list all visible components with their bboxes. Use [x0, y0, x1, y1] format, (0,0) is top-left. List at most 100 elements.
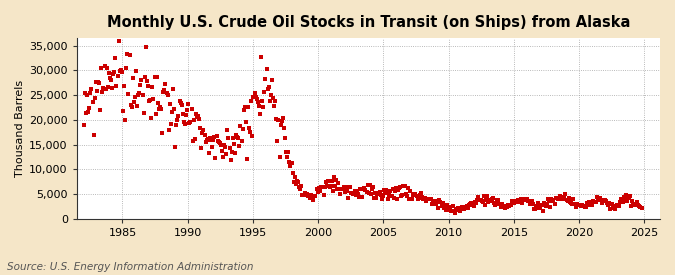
- Point: [392, 197, 402, 201]
- Point: [533, 200, 543, 205]
- Point: [575, 204, 586, 208]
- Point: [597, 201, 608, 206]
- Point: [281, 155, 292, 159]
- Point: [511, 200, 522, 205]
- Point: [603, 203, 614, 208]
- Point: [472, 198, 483, 202]
- Point: [370, 191, 381, 196]
- Point: [286, 160, 297, 165]
- Point: [237, 127, 248, 131]
- Point: [551, 196, 562, 200]
- Point: [622, 199, 633, 203]
- Point: [454, 205, 464, 210]
- Point: [582, 201, 593, 206]
- Point: [596, 197, 607, 202]
- Point: [585, 202, 596, 207]
- Point: [377, 196, 387, 201]
- Point: [85, 90, 96, 95]
- Point: [297, 193, 308, 197]
- Point: [379, 188, 389, 192]
- Point: [373, 191, 384, 195]
- Point: [450, 208, 461, 212]
- Point: [461, 204, 472, 209]
- Point: [475, 198, 486, 203]
- Point: [167, 110, 178, 114]
- Point: [242, 105, 253, 109]
- Point: [632, 200, 643, 204]
- Point: [594, 196, 605, 201]
- Point: [265, 99, 275, 103]
- Point: [169, 107, 180, 111]
- Point: [176, 102, 187, 107]
- Point: [108, 72, 119, 76]
- Point: [463, 203, 474, 208]
- Point: [121, 66, 132, 70]
- Point: [146, 116, 157, 120]
- Point: [165, 121, 176, 126]
- Point: [217, 148, 227, 153]
- Point: [507, 199, 518, 203]
- Point: [273, 118, 284, 123]
- Point: [309, 194, 320, 198]
- Point: [153, 106, 164, 111]
- Point: [161, 91, 172, 95]
- Point: [247, 134, 258, 138]
- Point: [359, 186, 370, 190]
- Point: [345, 185, 356, 189]
- Point: [163, 128, 174, 132]
- Point: [304, 195, 315, 200]
- Point: [593, 198, 603, 202]
- Point: [614, 204, 624, 208]
- Point: [636, 206, 647, 210]
- Point: [171, 123, 182, 127]
- Point: [624, 194, 635, 199]
- Point: [188, 117, 199, 122]
- Point: [512, 198, 523, 203]
- Point: [261, 67, 272, 72]
- Point: [402, 186, 413, 190]
- Point: [471, 201, 482, 205]
- Point: [149, 75, 160, 79]
- Point: [600, 199, 611, 204]
- Point: [162, 93, 173, 97]
- Point: [173, 114, 184, 118]
- Point: [516, 200, 527, 205]
- Point: [260, 76, 271, 81]
- Point: [619, 195, 630, 199]
- Point: [265, 93, 276, 97]
- Point: [371, 196, 381, 200]
- Point: [452, 207, 462, 212]
- Point: [589, 200, 600, 204]
- Point: [462, 206, 473, 210]
- Point: [580, 205, 591, 209]
- Point: [254, 112, 265, 116]
- Point: [538, 201, 549, 206]
- Point: [223, 136, 234, 140]
- Point: [151, 112, 161, 116]
- Point: [586, 202, 597, 207]
- Point: [153, 101, 163, 106]
- Point: [496, 205, 507, 209]
- Point: [429, 199, 439, 203]
- Point: [103, 85, 113, 90]
- Point: [439, 204, 450, 208]
- Point: [354, 195, 364, 199]
- Point: [112, 73, 123, 78]
- Point: [448, 204, 459, 208]
- Point: [184, 121, 194, 125]
- Point: [128, 100, 139, 104]
- Point: [436, 204, 447, 208]
- Point: [365, 192, 376, 196]
- Point: [130, 95, 140, 99]
- Point: [468, 203, 479, 207]
- Point: [249, 90, 260, 95]
- Point: [110, 55, 121, 60]
- Point: [398, 184, 409, 188]
- Point: [599, 197, 610, 202]
- Point: [518, 197, 529, 201]
- Point: [589, 200, 599, 205]
- Point: [206, 138, 217, 142]
- Point: [584, 200, 595, 204]
- Point: [194, 116, 205, 121]
- Point: [132, 104, 142, 108]
